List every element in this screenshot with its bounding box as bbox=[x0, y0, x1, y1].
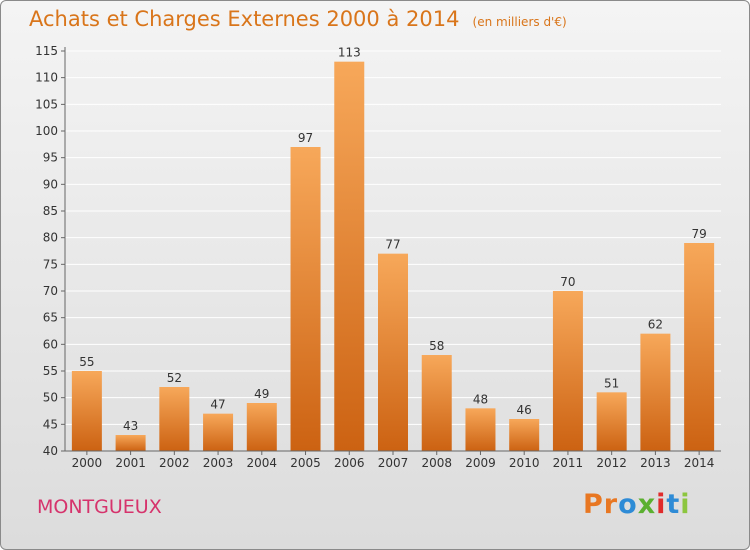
chart-subtitle: (en milliers d'€) bbox=[472, 15, 567, 29]
y-tick-label: 95 bbox=[43, 151, 58, 165]
bar-value-label: 49 bbox=[254, 387, 269, 401]
y-tick-label: 70 bbox=[43, 284, 58, 298]
bar-value-label: 70 bbox=[560, 275, 575, 289]
y-tick-label: 80 bbox=[43, 231, 58, 245]
bar bbox=[159, 387, 190, 451]
bar-value-label: 46 bbox=[517, 403, 532, 417]
x-tick-label: 2014 bbox=[684, 456, 715, 470]
bar-value-label: 47 bbox=[210, 398, 225, 412]
x-tick-label: 2011 bbox=[553, 456, 584, 470]
y-tick-label: 110 bbox=[35, 71, 58, 85]
x-tick-label: 2007 bbox=[378, 456, 409, 470]
bar bbox=[509, 419, 540, 451]
logo-letter: x bbox=[637, 489, 657, 520]
bar bbox=[684, 243, 715, 451]
bar bbox=[465, 408, 496, 451]
bar-value-label: 48 bbox=[473, 392, 488, 406]
commune-name: MONTGUEUX bbox=[37, 496, 162, 518]
logo-letter: o bbox=[618, 489, 638, 520]
y-tick-label: 50 bbox=[43, 391, 58, 405]
bar-value-label: 55 bbox=[79, 355, 94, 369]
x-tick-label: 2000 bbox=[72, 456, 103, 470]
y-tick-label: 105 bbox=[35, 97, 58, 111]
bar-value-label: 97 bbox=[298, 131, 313, 145]
x-tick-label: 2004 bbox=[247, 456, 278, 470]
bar-value-label: 51 bbox=[604, 376, 619, 390]
bar bbox=[421, 355, 452, 451]
logo-letter: t bbox=[666, 489, 681, 520]
y-tick-label: 60 bbox=[43, 337, 58, 351]
y-tick-label: 65 bbox=[43, 311, 58, 325]
bar-value-label: 79 bbox=[691, 227, 706, 241]
bar bbox=[115, 435, 146, 451]
bar-value-label: 43 bbox=[123, 419, 138, 433]
bar-value-label: 62 bbox=[648, 318, 663, 332]
x-tick-label: 2010 bbox=[509, 456, 540, 470]
x-tick-label: 2002 bbox=[159, 456, 190, 470]
logo-letter: i bbox=[680, 489, 691, 520]
logo-letter: i bbox=[656, 489, 667, 520]
y-tick-label: 100 bbox=[35, 124, 58, 138]
y-tick-label: 40 bbox=[43, 444, 58, 458]
chart-title: Achats et Charges Externes 2000 à 2014 bbox=[29, 7, 460, 31]
x-tick-label: 2001 bbox=[115, 456, 146, 470]
y-tick-label: 90 bbox=[43, 177, 58, 191]
y-tick-label: 85 bbox=[43, 204, 58, 218]
bar-value-label: 113 bbox=[338, 46, 361, 60]
bar bbox=[552, 291, 583, 451]
bar bbox=[596, 392, 627, 451]
y-tick-label: 55 bbox=[43, 364, 58, 378]
y-tick-label: 45 bbox=[43, 417, 58, 431]
bar bbox=[640, 333, 671, 451]
logo-letter: r bbox=[603, 489, 619, 520]
bar bbox=[378, 253, 408, 451]
bar-value-label: 77 bbox=[385, 238, 400, 252]
y-tick-label: 115 bbox=[35, 44, 58, 58]
x-tick-label: 2003 bbox=[203, 456, 234, 470]
x-tick-label: 2009 bbox=[465, 456, 496, 470]
label-layer: 55 43 52 47 49 97 113 77 58 48 46 70 51 62 79 bbox=[79, 46, 707, 433]
x-tick-label: 2012 bbox=[596, 456, 627, 470]
proxiti-logo[interactable]: Proxiti bbox=[583, 489, 691, 520]
logo-letter: P bbox=[583, 489, 604, 520]
bar-layer bbox=[71, 61, 715, 452]
x-tick-label: 2013 bbox=[640, 456, 671, 470]
bar-value-label: 58 bbox=[429, 339, 444, 353]
y-tick-label: 75 bbox=[43, 257, 58, 271]
bar bbox=[71, 371, 102, 451]
bar bbox=[290, 147, 321, 451]
bar-value-label: 52 bbox=[167, 371, 182, 385]
bar bbox=[246, 403, 277, 451]
title-row: Achats et Charges Externes 2000 à 2014 (… bbox=[29, 7, 567, 31]
axis-layer: 40 45 50 55 60 65 70 75 80 85 90 95 100 105 110 115 2000… bbox=[35, 44, 721, 470]
bar bbox=[334, 61, 365, 452]
bar bbox=[203, 413, 234, 451]
x-tick-label: 2005 bbox=[290, 456, 321, 470]
x-tick-label: 2006 bbox=[334, 456, 365, 470]
x-tick-label: 2008 bbox=[421, 456, 452, 470]
